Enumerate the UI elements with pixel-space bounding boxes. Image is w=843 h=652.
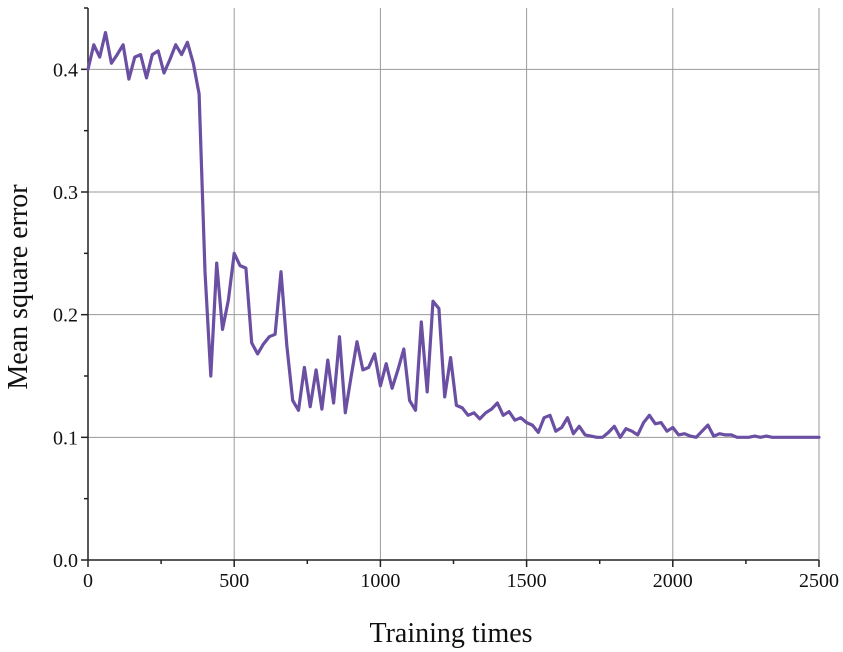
- axes: [81, 7, 820, 567]
- x-tick-label: 1500: [507, 570, 547, 592]
- y-tick-label: 0.1: [53, 427, 78, 449]
- y-tick-label: 0.3: [53, 182, 78, 204]
- x-tick-label: 0: [83, 570, 93, 592]
- tick-labels: 0 500 1000 1500 2000 2500 0.0 0.1 0.2 0.3 0.4: [53, 59, 839, 592]
- y-tick-label: 0.4: [53, 59, 78, 81]
- x-tick-label: 2000: [653, 570, 693, 592]
- series-layer: [86, 30, 821, 439]
- x-axis-title: Training times: [369, 618, 532, 649]
- x-tick-label: 1000: [360, 570, 400, 592]
- grid-lines: [88, 8, 820, 560]
- y-tick-label: 0.0: [53, 550, 78, 572]
- series-line: [86, 30, 821, 439]
- x-tick-label: 2500: [799, 570, 839, 592]
- y-tick-label: 0.2: [53, 305, 78, 327]
- x-tick-label: 500: [219, 570, 249, 592]
- y-axis-title: Mean square error: [3, 184, 34, 390]
